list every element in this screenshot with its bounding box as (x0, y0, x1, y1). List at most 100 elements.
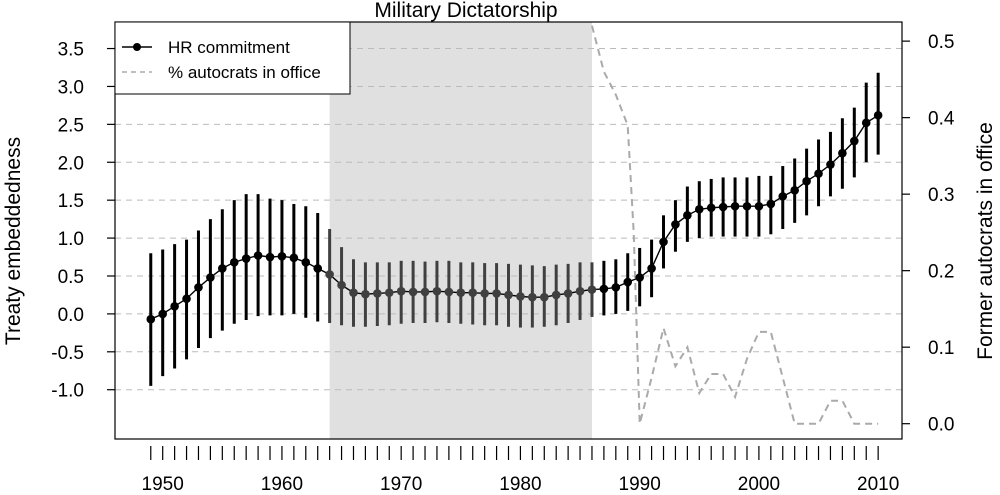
data-point (539, 292, 549, 302)
legend: HR commitment % autocrats in office (114, 21, 351, 95)
legend-label-autocrats: % autocrats in office (168, 63, 321, 82)
data-point (480, 289, 489, 298)
data-point (206, 273, 215, 282)
y2-axis-title: Former autocrats in office (974, 122, 997, 360)
axes-layer: 1950 1960 1970 1980 1990 2000 2010 -1.0 -0.5 0.0 0… (51, 32, 955, 495)
y2-tick-label: 0.1 (928, 338, 954, 359)
data-point (802, 176, 811, 186)
data-point (361, 289, 370, 299)
data-point (241, 254, 251, 263)
data-point (838, 148, 847, 158)
data-point (456, 288, 466, 297)
data-point (575, 286, 585, 296)
data-point (265, 252, 275, 262)
y-tick-label: 0.5 (58, 267, 84, 288)
data-point (778, 192, 788, 201)
data-point (146, 314, 156, 324)
y-tick-label: 2.5 (58, 115, 84, 136)
autocrats-layer (591, 25, 879, 425)
data-point (325, 270, 334, 279)
data-point (861, 118, 871, 128)
data-point (587, 285, 597, 294)
data-point (563, 289, 573, 298)
data-point (611, 283, 621, 292)
data-point (444, 287, 454, 297)
x-tick-label: 2000 (738, 474, 780, 495)
x-tick-label: 2010 (857, 474, 899, 495)
chart-title: Military Dictatorship (374, 0, 557, 22)
data-point (182, 294, 191, 304)
y-tick-label: 2.0 (58, 153, 84, 174)
data-point (873, 110, 883, 120)
data-point (468, 288, 478, 297)
data-point (170, 302, 179, 311)
data-point (158, 309, 167, 319)
data-point (551, 290, 561, 300)
y2-tick-label: 0.5 (928, 32, 954, 53)
x-tick-label: 1950 (142, 474, 184, 495)
data-point (313, 264, 323, 273)
data-point (599, 284, 609, 294)
x-tick-label: 1980 (499, 474, 541, 495)
data-point (384, 288, 394, 297)
data-point (337, 280, 346, 290)
y-axis-title: Treaty embeddedness (2, 137, 25, 345)
y2-tick-label: 0.0 (928, 415, 954, 436)
y2-tick-label: 0.2 (928, 262, 954, 283)
data-point (492, 289, 501, 298)
y-tick-label: 1.0 (58, 229, 84, 250)
plot-frame (114, 21, 903, 440)
y-tick-label: 0.0 (58, 305, 84, 326)
data-point (742, 201, 752, 211)
data-point (623, 277, 633, 287)
data-point (396, 286, 406, 296)
data-point (826, 160, 835, 169)
data-point (706, 203, 716, 213)
y-tick-label: 3.5 (58, 40, 84, 61)
legend-box (114, 21, 351, 95)
data-point (277, 251, 287, 261)
data-point (349, 288, 358, 297)
data-point (671, 220, 680, 229)
data-point (754, 201, 764, 211)
data-point (635, 273, 644, 282)
data-point (730, 201, 740, 211)
data-point (432, 286, 442, 296)
shaded-period-layer (329, 22, 592, 439)
data-point (373, 289, 382, 298)
y-tick-label: 1.5 (58, 191, 84, 212)
data-point (253, 251, 263, 260)
data-point (850, 136, 859, 146)
data-point (718, 202, 728, 212)
data-point (408, 287, 418, 297)
data-point (194, 283, 203, 292)
x-tick-label: 1960 (261, 474, 303, 495)
legend-label-hr-commitment: HR commitment (168, 38, 290, 57)
data-point (790, 186, 799, 195)
data-point (814, 169, 823, 178)
data-point (659, 237, 668, 247)
shaded-period (329, 22, 592, 439)
data-point (528, 292, 537, 302)
y-tick-label: -1.0 (51, 381, 84, 402)
data-point (766, 199, 776, 209)
data-point (289, 253, 299, 263)
data-point (516, 292, 525, 301)
data-point (229, 258, 239, 267)
series-autocrats-line (591, 25, 879, 425)
data-point (694, 204, 704, 214)
data-point (647, 264, 656, 273)
hr-commitment-layer (146, 72, 883, 386)
data-point (420, 287, 430, 297)
y-tick-label: 3.0 (58, 77, 84, 98)
y-tick-label: -0.5 (51, 343, 84, 364)
data-point (683, 211, 692, 220)
data-point (504, 290, 513, 300)
legend-hr-point (133, 43, 141, 51)
x-tick-label: 1990 (619, 474, 661, 495)
data-point (301, 258, 311, 267)
y2-tick-label: 0.3 (928, 185, 954, 206)
data-point (218, 264, 227, 273)
x-tick-label: 1970 (380, 474, 422, 495)
